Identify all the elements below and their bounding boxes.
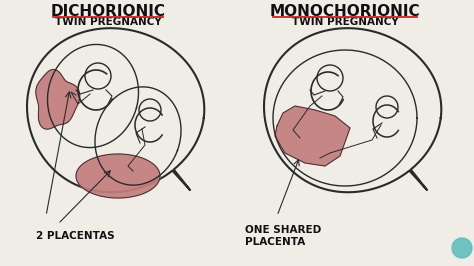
Polygon shape [76, 154, 160, 198]
Text: MONOCHORIONIC: MONOCHORIONIC [270, 3, 420, 19]
Polygon shape [275, 106, 350, 166]
Text: ONE SHARED
PLACENTA: ONE SHARED PLACENTA [245, 225, 321, 247]
Polygon shape [36, 69, 80, 129]
Text: DICHORIONIC: DICHORIONIC [51, 3, 165, 19]
Polygon shape [264, 28, 441, 192]
Text: 2 PLACENTAS: 2 PLACENTAS [36, 231, 115, 241]
Polygon shape [27, 28, 204, 192]
Text: TWIN PREGNANCY: TWIN PREGNANCY [292, 17, 398, 27]
Text: TWIN PREGNANCY: TWIN PREGNANCY [55, 17, 161, 27]
Circle shape [452, 238, 472, 258]
